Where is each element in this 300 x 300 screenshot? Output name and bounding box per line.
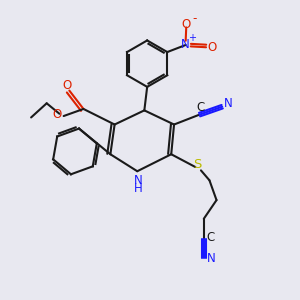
Text: O: O <box>207 41 216 54</box>
Text: C: C <box>196 101 204 114</box>
Text: O: O <box>62 79 72 92</box>
Text: C: C <box>207 231 215 244</box>
Text: -: - <box>192 12 196 26</box>
Text: H: H <box>134 182 142 195</box>
Text: +: + <box>188 33 196 43</box>
Text: N: N <box>224 97 233 110</box>
Text: S: S <box>194 158 202 171</box>
Text: N: N <box>134 174 142 187</box>
Text: N: N <box>181 38 190 52</box>
Text: O: O <box>182 17 191 31</box>
Text: O: O <box>53 108 62 121</box>
Text: N: N <box>206 253 215 266</box>
